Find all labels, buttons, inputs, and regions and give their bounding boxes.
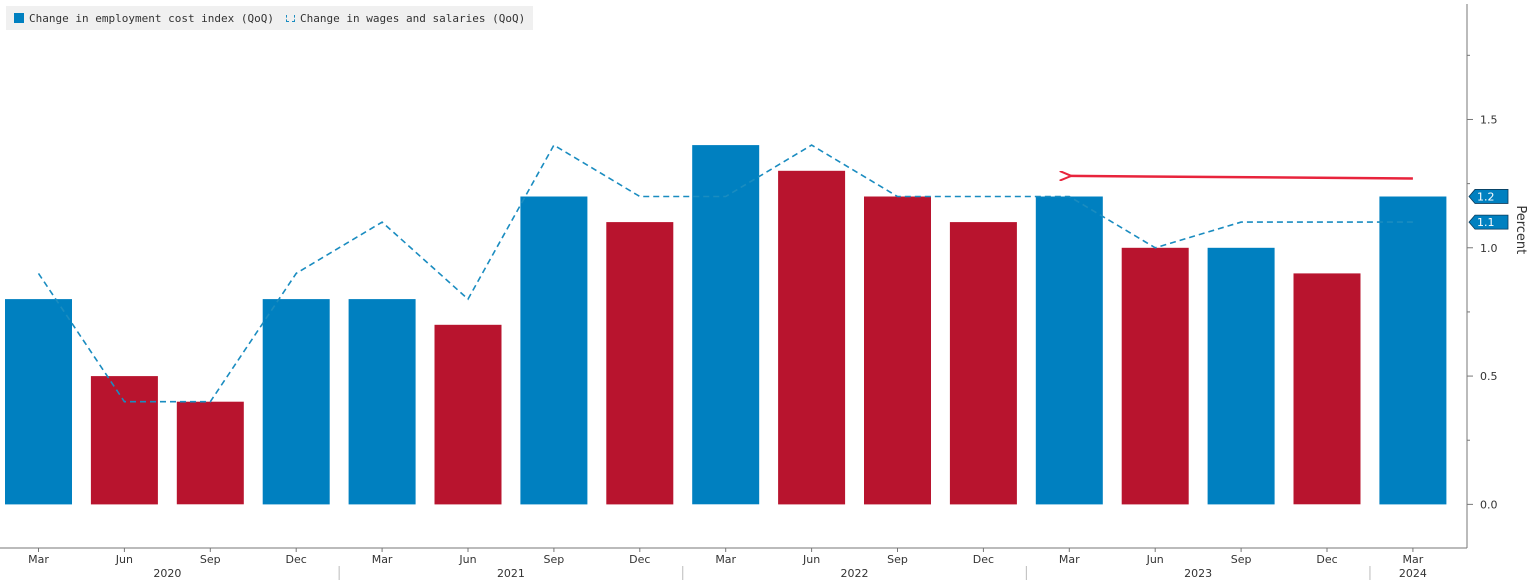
x-tick-label: Dec <box>629 553 650 566</box>
last-value-tag-shape <box>1468 214 1509 230</box>
bar-13[interactable] <box>1121 247 1189 505</box>
legend-item-employment-cost-index[interactable]: Change in employment cost index (QoQ) <box>14 12 274 25</box>
x-tick-label: Jun <box>802 553 820 566</box>
x-tick-label: Sep <box>544 553 565 566</box>
bar-1[interactable] <box>90 376 158 505</box>
last-value-tag: 1.1 <box>1468 214 1509 230</box>
bar-2[interactable] <box>176 401 244 505</box>
legend-swatch-bars <box>14 13 24 23</box>
annotation-arrow <box>1069 176 1413 179</box>
last-value-tag: 1.2 <box>1468 189 1509 204</box>
y-axis-title: Percent <box>1513 205 1528 254</box>
bar-11[interactable] <box>949 222 1017 505</box>
bar-0[interactable] <box>5 299 72 505</box>
bar-8[interactable] <box>692 145 760 505</box>
annotation-layer <box>1069 176 1413 179</box>
x-tick-label: Jun <box>458 553 476 566</box>
wages-salaries-line[interactable] <box>37 143 1413 403</box>
x-tick-label: Mar <box>372 553 393 566</box>
y-tick-label: 1.0 <box>1480 242 1498 255</box>
bar-3[interactable] <box>262 299 330 505</box>
bar-4[interactable] <box>348 299 416 505</box>
x-year-label: 2024 <box>1399 567 1427 580</box>
x-tick-label: Mar <box>1059 553 1080 566</box>
y-tick-label: 0.0 <box>1480 498 1498 511</box>
bar-12[interactable] <box>1035 196 1103 505</box>
x-year-label: 2023 <box>1184 567 1212 580</box>
x-tick-label: Mar <box>28 553 49 566</box>
x-tick-label: Sep <box>200 553 221 566</box>
bar-10[interactable] <box>864 196 931 505</box>
bar-15[interactable] <box>1293 273 1361 505</box>
x-year-label: 2020 <box>153 567 181 580</box>
y-tick-label: 0.5 <box>1480 370 1498 383</box>
x-tick-label: Mar <box>1403 553 1424 566</box>
last-value-tag-label: 1.1 <box>1477 216 1495 229</box>
x-tick-label: Jun <box>1146 553 1164 566</box>
bar-7[interactable] <box>606 222 674 505</box>
x-tick-label: Dec <box>973 553 994 566</box>
bar-14[interactable] <box>1207 247 1275 505</box>
y-tick-label: 1.5 <box>1480 113 1498 126</box>
bar-5[interactable] <box>434 324 502 505</box>
legend-swatch-line <box>286 14 296 22</box>
x-tick-label: Jun <box>115 553 133 566</box>
x-year-label: 2022 <box>841 567 869 580</box>
legend-label-line: Change in wages and salaries (QoQ) <box>300 11 526 25</box>
last-value-tag-shape <box>1468 189 1509 204</box>
legend-item-wages-and-salaries[interactable]: Change in wages and salaries (QoQ) <box>286 12 525 25</box>
bar-16[interactable] <box>1379 196 1447 505</box>
bar-6[interactable] <box>520 196 588 505</box>
last-value-tag-label: 1.2 <box>1477 190 1495 203</box>
legend-label-bars: Change in employment cost index (QoQ) <box>29 11 275 25</box>
x-year-label: 2021 <box>497 567 525 580</box>
x-tick-label: Sep <box>1231 553 1252 566</box>
x-tick-label: Dec <box>286 553 307 566</box>
chart-legend: Change in employment cost index (QoQ) Ch… <box>6 6 534 30</box>
x-tick-label: Mar <box>715 553 736 566</box>
y-axis: 0.0 0.5 1.0 1.5 Percent 1.2 1.1 <box>1466 4 1528 548</box>
line-series <box>37 143 1413 403</box>
x-tick-label: Sep <box>887 553 908 566</box>
x-axis: Mar Jun Sep Dec Mar Jun Sep Dec Mar Jun Sep Dec Mar J… <box>0 547 1467 580</box>
bar-series <box>5 145 1447 505</box>
x-tick-label: Dec <box>1316 553 1337 566</box>
bar-9[interactable] <box>778 170 846 505</box>
